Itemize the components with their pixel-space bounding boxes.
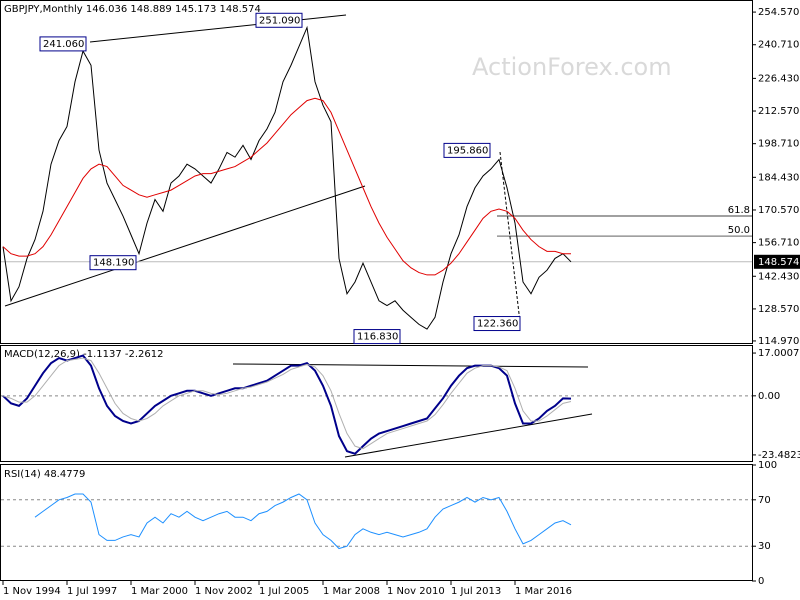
x-tick-label: 1 Nov 2002 <box>195 586 253 597</box>
y-tick-label: 0.00 <box>758 391 780 402</box>
trend-line <box>232 363 589 368</box>
series-line <box>2 357 572 450</box>
price-label-box <box>39 36 87 52</box>
y-tick-label: 254.570 <box>758 7 799 18</box>
price-label: 148.190 <box>93 258 134 269</box>
watermark: ActionForex.com <box>472 53 672 81</box>
y-tick-label: 156.710 <box>758 238 799 249</box>
chart-title: GBPJPY,Monthly 146.036 148.889 145.173 1… <box>4 4 261 15</box>
fib-label: 61.8 <box>728 205 750 216</box>
y-tick-label: 114.970 <box>758 336 799 347</box>
price-label: 241.060 <box>43 39 84 50</box>
y-tick-label: 100 <box>758 460 777 471</box>
y-tick-label: 0 <box>758 576 764 587</box>
y-tick-label: 226.430 <box>758 73 799 84</box>
x-tick-label: 1 Jul 2005 <box>259 586 309 597</box>
y-tick-label: 142.430 <box>758 271 799 282</box>
series-line <box>2 25 572 330</box>
price-label-box <box>255 12 303 28</box>
y-tick-label: 17.0007 <box>758 348 799 359</box>
x-tick-label: 1 Jul 1997 <box>67 586 117 597</box>
rsi-panel <box>0 464 753 581</box>
rsi-title: RSI(14) 48.4779 <box>4 469 85 480</box>
price-label: 122.360 <box>477 319 518 330</box>
macd-title: MACD(12,26,9) -1.1137 -2.2612 <box>4 349 164 360</box>
y-tick-label: 128.570 <box>758 304 799 315</box>
y-tick-label: 212.570 <box>758 106 799 117</box>
series-line <box>2 97 571 276</box>
fib-label: 50.0 <box>728 225 750 236</box>
x-tick-label: 1 Nov 1994 <box>3 586 61 597</box>
y-tick-label: -23.4823 <box>758 450 800 461</box>
price-label: 116.830 <box>357 332 398 343</box>
trend-line <box>344 413 593 458</box>
x-tick-label: 1 Mar 2008 <box>323 586 380 597</box>
y-tick-label: 30 <box>758 541 771 552</box>
y-tick-label: 240.710 <box>758 40 799 51</box>
price-label: 195.860 <box>447 145 488 156</box>
last-price-label: 148.574 <box>758 257 799 268</box>
trend-line <box>499 151 521 323</box>
x-tick-label: 1 Mar 2000 <box>131 586 188 597</box>
y-tick-label: 184.430 <box>758 172 799 183</box>
y-tick-label: 170.570 <box>758 205 799 216</box>
series-line <box>34 493 572 550</box>
price-label-box <box>443 142 491 158</box>
x-tick-label: 1 Jul 2013 <box>451 586 501 597</box>
price-label-box <box>89 255 137 271</box>
price-label-box <box>353 329 401 345</box>
trend-line <box>4 185 366 307</box>
x-tick-label: 1 Nov 2010 <box>387 586 445 597</box>
price-label-box <box>473 316 521 332</box>
trend-line <box>89 14 347 43</box>
series-line <box>2 354 572 455</box>
x-tick-label: 1 Mar 2016 <box>515 586 572 597</box>
price-label: 251.090 <box>259 15 300 26</box>
last-price-box <box>754 254 800 269</box>
y-tick-label: 198.710 <box>758 139 799 150</box>
macd-panel <box>0 345 753 462</box>
y-tick-label: 70 <box>758 495 771 506</box>
